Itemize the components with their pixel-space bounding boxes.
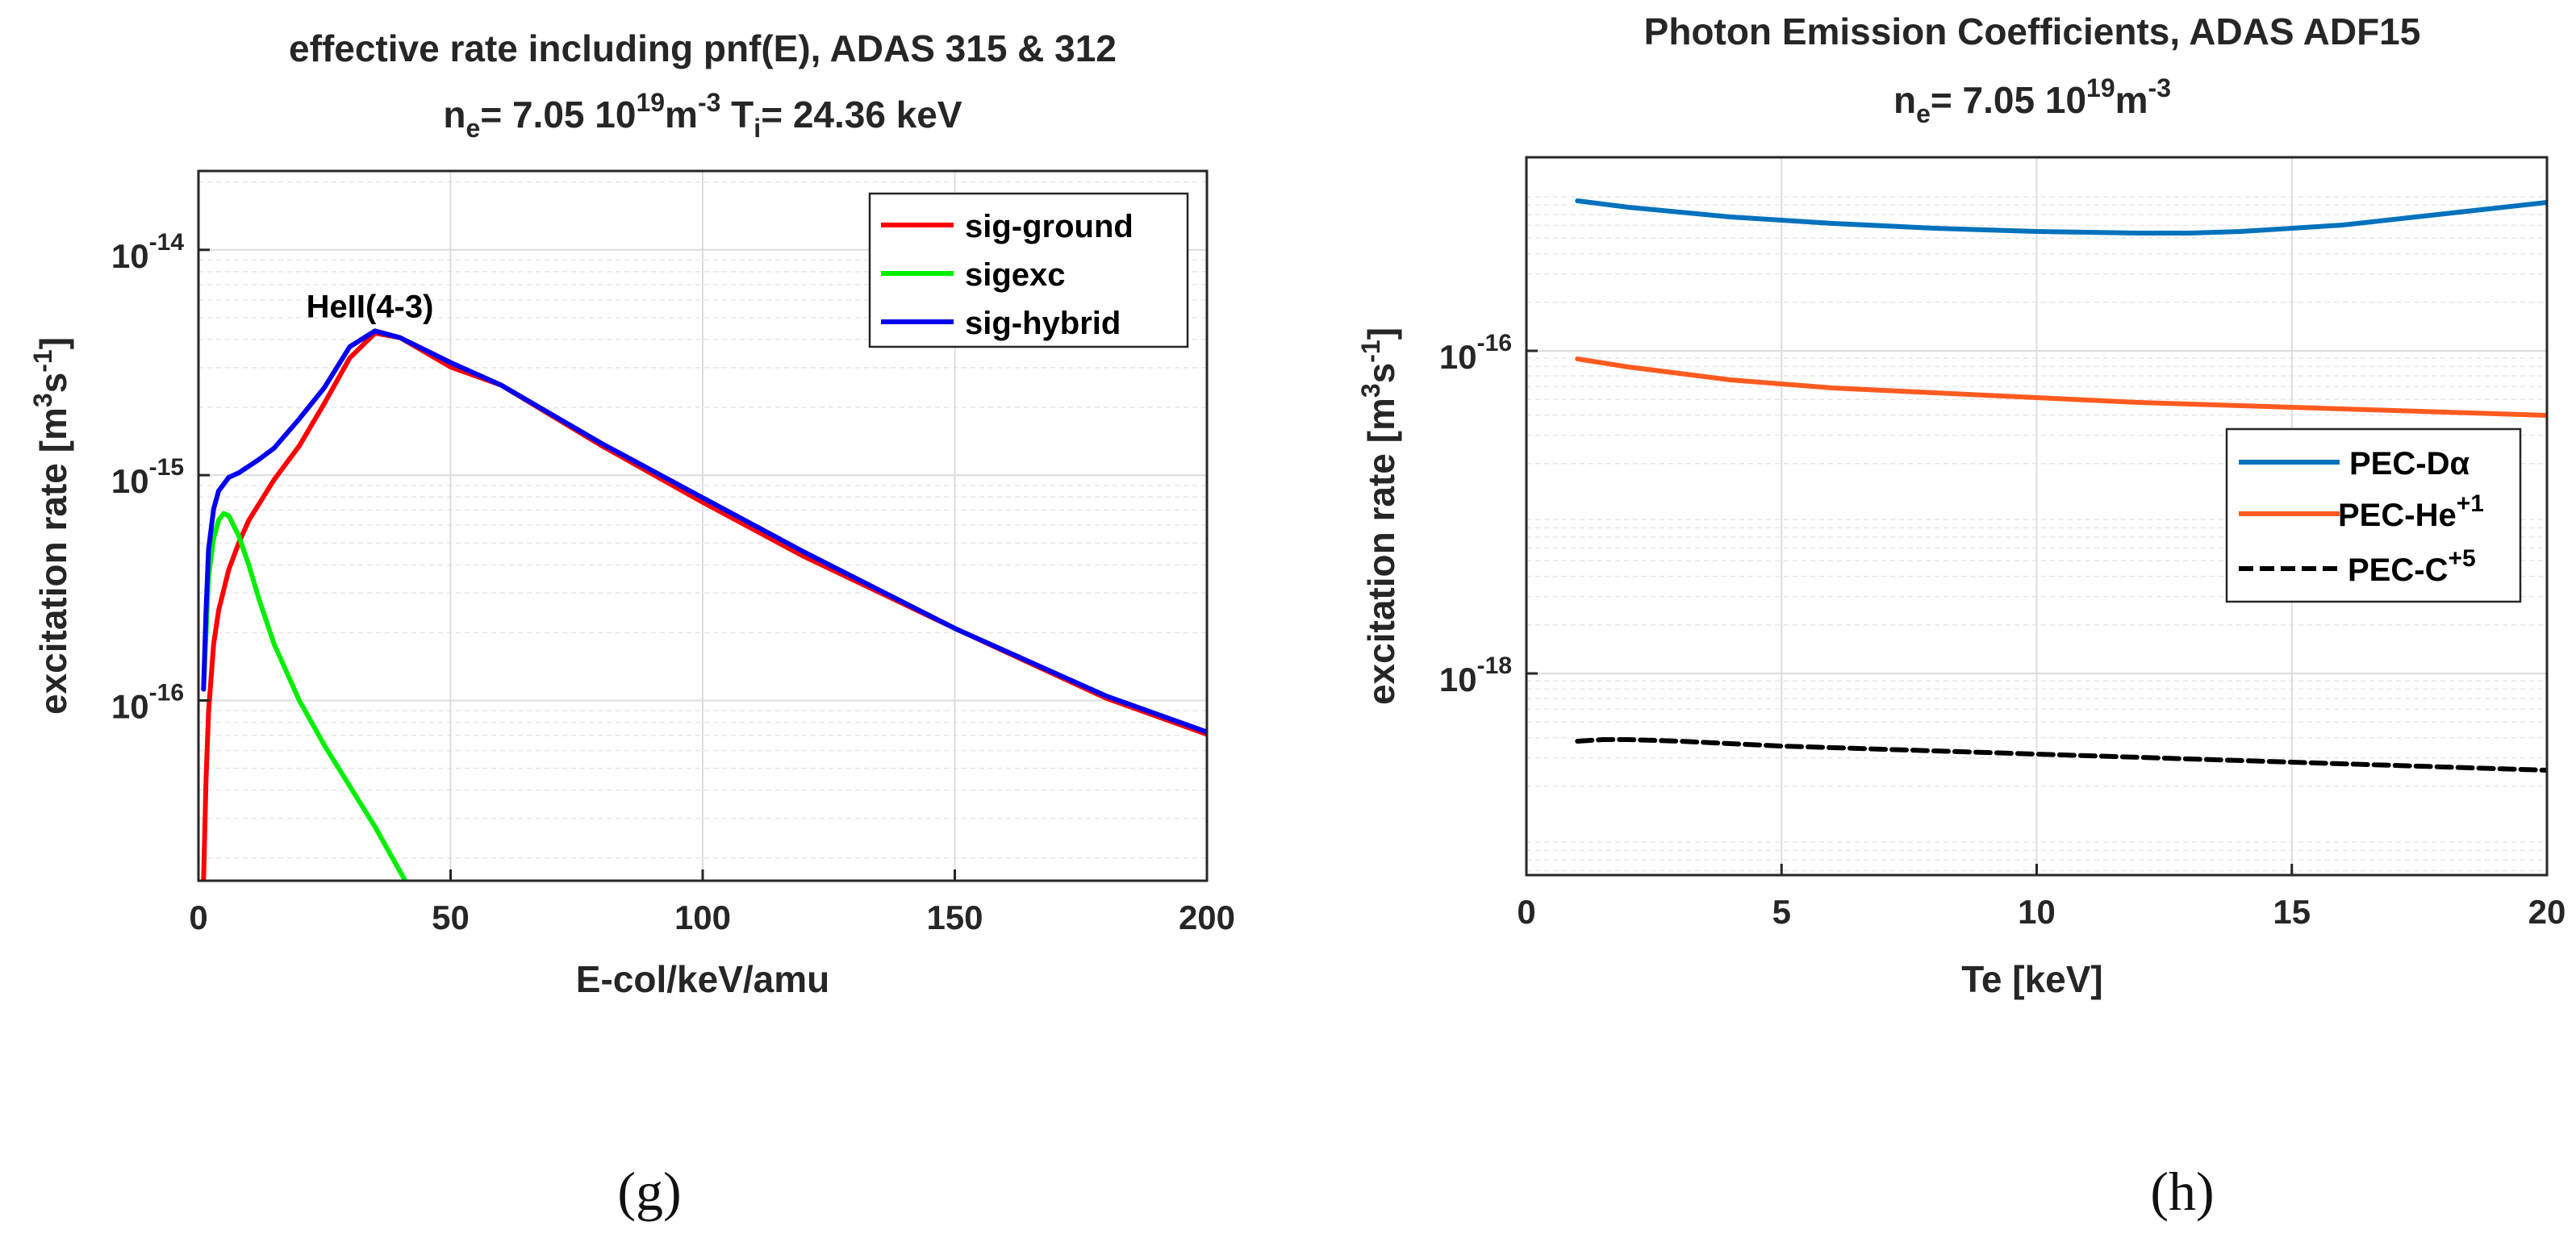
chart-g-subtitle: ne= 7.05 1019m-3 Ti= 24.36 keV	[443, 88, 962, 143]
legend-label-sig-ground: sig-ground	[965, 209, 1134, 244]
chart-g-ylabel: excitation rate [m3s-1]	[28, 337, 74, 715]
caption-g: (g)	[617, 1161, 681, 1222]
chart-g-annotation: HeII(4-3)	[307, 290, 434, 325]
g-xtick-label: 100	[674, 898, 731, 936]
series-line-pec-c	[1575, 737, 2547, 773]
g-xtick-label: 150	[926, 898, 983, 936]
series-line-sig-ground	[201, 331, 1207, 881]
chart-g-series	[201, 328, 1207, 881]
legend-label-pec-c: PEC-C+5	[2348, 545, 2476, 588]
series-line-pec-d-	[1575, 198, 2547, 236]
g-xtick-label: 50	[432, 898, 470, 936]
chart-g-xlabel: E-col/keV/amu	[576, 958, 829, 1000]
series-line-pec-he	[1575, 356, 2547, 418]
h-ytick-label: 10-16	[1439, 330, 1512, 376]
chart-g-group: 0 50 100 150 200 10-14 10-15 10-16 effective r…	[28, 27, 1235, 1000]
h-xtick-label: 0	[1517, 893, 1535, 931]
h-xtick-label: 20	[2528, 893, 2566, 931]
chart-h-legend: PEC-Dα PEC-He+1 PEC-C+5	[2225, 427, 2522, 603]
g-ytick-label: 10-15	[111, 454, 184, 500]
series-line-sigexc	[201, 511, 408, 881]
h-xtick-label: 15	[2273, 893, 2311, 931]
legend-label-pec-dalpha: PEC-Dα	[2349, 446, 2470, 482]
chart-g-xticks: 0 50 100 150 200	[189, 869, 1235, 936]
h-ytick-label: 10-18	[1439, 652, 1512, 698]
chart-g-legend: sig-ground sigexc sig-hybrid	[868, 192, 1189, 348]
chart-h-xlabel: Te [keV]	[1961, 958, 2103, 1000]
g-ytick-label: 10-14	[111, 229, 184, 275]
chart-h-xticks: 0 5 10 15 20	[1517, 864, 2566, 931]
legend-label-pec-he: PEC-He+1	[2338, 490, 2484, 533]
series-line-sig-hybrid	[201, 328, 1207, 735]
caption-h: (h)	[2150, 1161, 2214, 1222]
g-xtick-label: 0	[189, 898, 207, 936]
legend-label-sig-hybrid: sig-hybrid	[965, 306, 1121, 341]
chart-h-group: 0 5 10 15 20 10-16 10-18 Photon Emission Coef…	[1356, 10, 2566, 1000]
g-xtick-label: 200	[1179, 898, 1235, 936]
h-xtick-label: 10	[2018, 893, 2056, 931]
legend-label-sigexc: sigexc	[965, 257, 1066, 293]
chart-h-yticks: 10-16 10-18	[1439, 330, 1538, 698]
g-ytick-label: 10-16	[111, 680, 184, 726]
chart-g-yticks: 10-14 10-15 10-16	[111, 229, 210, 726]
chart-h-ylabel: excitation rate [m3s-1]	[1356, 327, 1402, 705]
h-xtick-label: 5	[1772, 893, 1791, 931]
chart-g-title: effective rate including pnf(E), ADAS 31…	[289, 27, 1117, 69]
chart-h-series	[1575, 198, 2547, 773]
chart-h-subtitle: ne= 7.05 1019m-3	[1893, 73, 2171, 128]
chart-h-title: Photon Emission Coefficients, ADAS ADF15	[1644, 10, 2421, 52]
